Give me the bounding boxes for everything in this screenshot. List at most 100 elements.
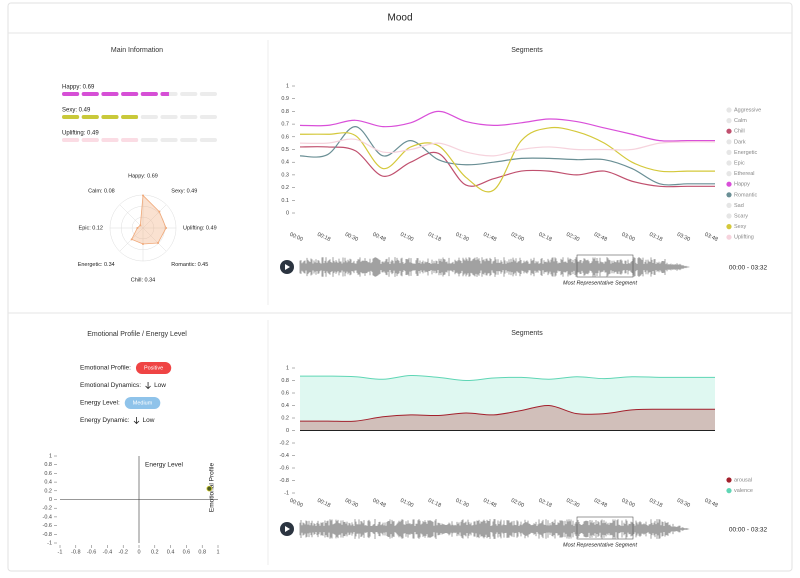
legend-label[interactable]: Sexy xyxy=(734,224,746,230)
legend-swatch[interactable] xyxy=(726,160,732,166)
legend-swatch[interactable] xyxy=(726,234,732,240)
radar-label: Energetic: 0.34 xyxy=(78,262,115,268)
legend-swatch[interactable] xyxy=(726,192,732,198)
legend-item[interactable]: Sad xyxy=(726,202,744,209)
legend-item[interactable]: valence xyxy=(726,488,753,494)
legend-label[interactable]: Dark xyxy=(734,139,746,145)
play-icon[interactable] xyxy=(285,526,290,532)
card xyxy=(7,2,793,572)
y-tick-label: 1 xyxy=(286,83,289,89)
legend-swatch[interactable] xyxy=(726,213,732,219)
legend-swatch[interactable] xyxy=(726,171,732,177)
x-tick-label: 00:30 xyxy=(344,498,359,509)
row-label: Energy Dynamic: xyxy=(80,417,130,424)
radar-point xyxy=(136,227,139,229)
legend-swatch[interactable] xyxy=(726,477,732,483)
y-tick-label: 0.3 xyxy=(281,172,289,178)
badge-text: Positive xyxy=(144,365,163,371)
legend-swatch[interactable] xyxy=(726,128,732,134)
legend-swatch[interactable] xyxy=(726,118,732,124)
legend-label[interactable]: Chill xyxy=(734,129,745,135)
y-tick-label: -0.8 xyxy=(280,478,289,484)
row-label: Emotional Profile: xyxy=(80,365,131,372)
radar-spoke xyxy=(119,204,144,229)
legend-label[interactable]: Energetic xyxy=(734,150,757,156)
x-tick-label: 03:48 xyxy=(704,232,719,243)
y-tick-label: 0 xyxy=(286,428,289,434)
legend-label[interactable]: Aggressive xyxy=(734,107,761,113)
y-tick-label: -0.4 xyxy=(280,453,289,459)
x-tick-label: 03:00 xyxy=(621,232,636,243)
radar-label: Chill: 0.34 xyxy=(131,277,155,283)
x-tick-label: 03:18 xyxy=(648,498,663,509)
legend-swatch[interactable] xyxy=(726,107,732,113)
legend-item[interactable]: Happy xyxy=(726,181,750,188)
legend-item[interactable]: Sexy xyxy=(726,224,746,230)
y-tick-label: -0.6 xyxy=(280,465,289,471)
x-tick-label: -0.6 xyxy=(87,549,96,555)
legend-item[interactable]: Scary xyxy=(726,213,748,219)
x-tick-label: 02:18 xyxy=(538,232,553,243)
arrow-down-icon xyxy=(133,417,140,425)
radar-point xyxy=(142,194,144,197)
y-tick-label: 0.5 xyxy=(281,147,289,153)
legend-item[interactable]: Ethereal xyxy=(726,171,755,177)
x-tick-label: 03:00 xyxy=(621,498,636,509)
radar-label: Happy: 0.69 xyxy=(128,173,158,179)
legend-item[interactable]: arousal xyxy=(726,477,752,483)
time-label: 00:00 - 03:32 xyxy=(729,265,768,272)
play-icon[interactable] xyxy=(285,264,290,270)
play-button[interactable] xyxy=(280,522,294,536)
x-tick-label: 01:00 xyxy=(399,498,414,509)
y-tick-label: 0.8 xyxy=(44,462,52,468)
legend-label[interactable]: Scary xyxy=(734,213,748,219)
legend-item[interactable]: Aggressive xyxy=(726,107,761,113)
y-tick-label: 0.4 xyxy=(281,160,289,166)
x-tick-label: 01:18 xyxy=(427,232,442,243)
legend-swatch[interactable] xyxy=(726,149,732,155)
legend-label[interactable]: Epic xyxy=(734,160,745,166)
legend-item[interactable]: Chill xyxy=(726,128,745,135)
series-line xyxy=(299,138,716,157)
legend-label[interactable]: valence xyxy=(734,488,753,494)
x-tick-label: 02:00 xyxy=(510,498,525,509)
y-tick-label: -0.4 xyxy=(43,514,52,520)
x-tick-label: 02:30 xyxy=(565,232,580,243)
legend-item[interactable]: Epic xyxy=(726,160,745,166)
x-tick-label: 00:00 xyxy=(289,232,304,243)
panel-title: Main Information xyxy=(111,47,163,54)
x-tick-label: 01:48 xyxy=(482,232,497,243)
y-tick-label: -1 xyxy=(284,490,289,496)
legend-swatch[interactable] xyxy=(726,488,732,494)
legend-label[interactable]: Romantic xyxy=(734,192,757,198)
legend-item[interactable]: Uplifting xyxy=(726,234,754,241)
legend-swatch[interactable] xyxy=(726,181,732,187)
legend-item[interactable]: Energetic xyxy=(726,149,757,156)
legend-swatch[interactable] xyxy=(726,202,732,208)
legend-item[interactable]: Dark xyxy=(726,139,746,145)
legend-item[interactable]: Romantic xyxy=(726,192,757,198)
x-tick-label: 03:48 xyxy=(704,498,719,509)
waveform xyxy=(299,257,690,277)
play-button[interactable] xyxy=(280,260,294,274)
panel-title: Segments xyxy=(511,47,543,54)
badge xyxy=(124,397,161,409)
y-tick-label: 0.4 xyxy=(44,480,52,486)
legend-item[interactable]: Calm xyxy=(726,118,747,124)
radar-label: Uplifting: 0.49 xyxy=(183,225,217,231)
x-tick-label: 02:48 xyxy=(593,498,608,509)
x-tick-label: 00:30 xyxy=(344,232,359,243)
legend-label[interactable]: Calm xyxy=(734,118,747,124)
legend-label[interactable]: Ethereal xyxy=(734,171,755,177)
arrow-down-icon xyxy=(145,382,151,390)
series-line xyxy=(299,404,715,422)
legend-label[interactable]: Sad xyxy=(734,203,744,209)
legend-label[interactable]: Uplifting xyxy=(734,235,754,241)
legend-label[interactable]: Happy xyxy=(734,182,750,188)
x-tick-label: 03:30 xyxy=(676,498,691,509)
legend-label[interactable]: arousal xyxy=(734,477,752,483)
legend-swatch[interactable] xyxy=(726,139,732,145)
x-axis-label: Emotional Profile xyxy=(209,463,216,513)
segment-box xyxy=(576,254,634,278)
legend-swatch[interactable] xyxy=(726,224,732,230)
